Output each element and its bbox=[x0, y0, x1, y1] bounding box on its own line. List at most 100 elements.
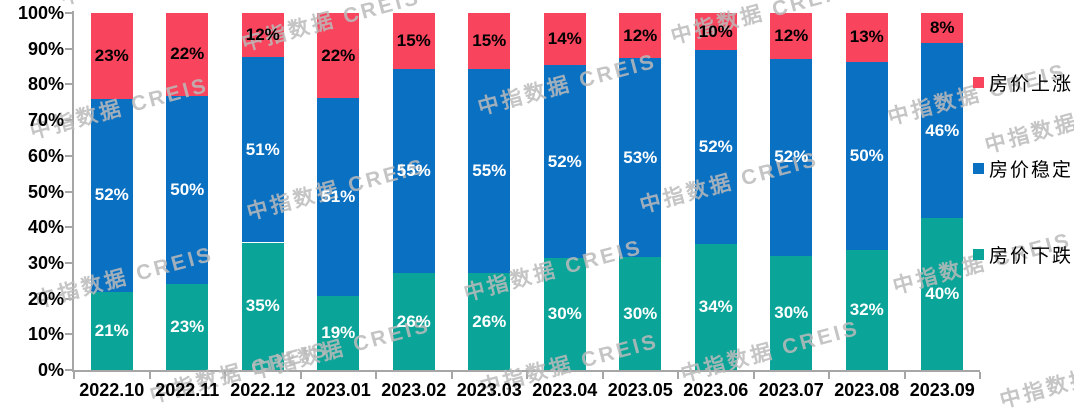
bar-segment bbox=[166, 283, 209, 370]
y-axis-label: 10% bbox=[27, 324, 64, 345]
x-axis-tick bbox=[903, 372, 906, 379]
bar-value-label: 15% bbox=[472, 30, 507, 50]
bar-segment bbox=[770, 256, 813, 370]
bar-value-label: 30% bbox=[774, 303, 809, 323]
x-axis-tick bbox=[375, 372, 377, 379]
bar-segment bbox=[845, 13, 888, 62]
bar-value-label: 21% bbox=[94, 320, 129, 340]
bar-value-label: 22% bbox=[321, 45, 356, 65]
bar-value-label: 26% bbox=[472, 311, 507, 331]
bar-segment bbox=[166, 95, 209, 284]
bar-value-label: 52% bbox=[698, 136, 733, 156]
bar-value-label: 50% bbox=[849, 145, 884, 165]
bar-segment bbox=[619, 257, 662, 370]
y-axis-tick bbox=[65, 119, 72, 122]
y-axis-tick bbox=[65, 297, 72, 300]
bar-value-label: 51% bbox=[321, 187, 356, 207]
bar-value-label: 14% bbox=[547, 29, 582, 49]
y-axis-label: 50% bbox=[27, 181, 64, 202]
bar-segment bbox=[694, 50, 737, 244]
bar-segment bbox=[845, 61, 888, 250]
bar-value-label: 53% bbox=[623, 147, 658, 167]
x-axis-tick bbox=[148, 372, 151, 379]
bar-value-label: 40% bbox=[925, 284, 960, 304]
x-axis-tick bbox=[979, 372, 981, 379]
bar-value-label: 19% bbox=[321, 323, 356, 343]
x-axis-tick bbox=[73, 372, 75, 379]
legend-swatch-price-up-icon bbox=[973, 77, 984, 88]
bar-value-label: 50% bbox=[170, 179, 205, 199]
bar-segment bbox=[543, 13, 586, 66]
bar-value-label: 52% bbox=[547, 151, 582, 171]
bar-value-label: 12% bbox=[245, 24, 280, 44]
x-axis-label: 2023.07 bbox=[758, 380, 824, 400]
x-axis-label: 2023.06 bbox=[683, 380, 749, 400]
y-axis-tick bbox=[65, 190, 72, 193]
y-axis-label: 60% bbox=[27, 145, 64, 166]
x-axis-line bbox=[72, 370, 980, 372]
bar-segment bbox=[921, 218, 964, 370]
y-axis-tick bbox=[65, 83, 72, 86]
x-axis-tick bbox=[299, 372, 302, 379]
x-axis-tick bbox=[224, 372, 226, 379]
legend-item-price-stable: 房价稳定 bbox=[973, 158, 1074, 181]
bar-value-label: 13% bbox=[849, 27, 884, 47]
y-axis-label: 80% bbox=[27, 74, 64, 95]
x-axis-label: 2022.12 bbox=[230, 380, 296, 400]
bar-value-label: 30% bbox=[547, 304, 582, 324]
bar-segment bbox=[770, 58, 813, 257]
bar-value-label: 35% bbox=[245, 296, 280, 316]
y-axis-label: 40% bbox=[27, 217, 64, 238]
y-axis-label: 30% bbox=[27, 252, 64, 273]
bar-segment bbox=[921, 13, 964, 44]
legend-item-price-down: 房价下跌 bbox=[973, 244, 1073, 267]
y-axis-label: 70% bbox=[27, 110, 64, 131]
bar-value-label: 15% bbox=[396, 30, 431, 50]
y-axis-tick bbox=[65, 47, 72, 50]
y-axis-label: 100% bbox=[17, 3, 64, 23]
y-axis-tick bbox=[65, 261, 72, 264]
y-axis-tick bbox=[65, 226, 72, 229]
bar-segment bbox=[317, 98, 360, 297]
bar-segment bbox=[468, 273, 511, 370]
legend-label-price-stable: 房价稳定 bbox=[989, 160, 1074, 181]
bar-value-label: 22% bbox=[170, 44, 205, 64]
bar-segment bbox=[392, 273, 435, 370]
bar-segment bbox=[921, 43, 964, 219]
bar-value-label: 30% bbox=[623, 303, 658, 323]
bar-value-label: 26% bbox=[396, 311, 431, 331]
bar-segment bbox=[166, 13, 209, 96]
bar-value-label: 12% bbox=[623, 25, 658, 45]
bar-segment bbox=[619, 13, 662, 59]
bar-segment bbox=[90, 98, 133, 292]
bar-segment bbox=[241, 242, 284, 370]
x-axis-tick bbox=[601, 372, 604, 379]
x-axis-label: 2023.05 bbox=[607, 380, 673, 400]
y-axis-label: 20% bbox=[27, 288, 64, 309]
x-axis-label: 2023.01 bbox=[305, 380, 371, 400]
y-axis-tick bbox=[65, 333, 72, 336]
y-axis-line bbox=[72, 11, 74, 372]
y-axis-label: 90% bbox=[27, 38, 64, 59]
x-axis-label: 2023.08 bbox=[834, 380, 900, 400]
legend-swatch-price-stable-icon bbox=[973, 163, 984, 174]
bar-segment bbox=[90, 13, 133, 99]
bar-value-label: 23% bbox=[170, 316, 205, 336]
bar-value-label: 51% bbox=[245, 139, 280, 159]
bar-segment bbox=[90, 291, 133, 370]
x-axis-label: 2022.11 bbox=[155, 380, 220, 400]
bar-segment bbox=[845, 249, 888, 370]
bar-value-label: 34% bbox=[698, 296, 733, 316]
y-axis-label: 0% bbox=[37, 360, 64, 380]
x-axis-tick bbox=[752, 372, 755, 379]
bar-segment bbox=[543, 65, 586, 259]
bar-segment bbox=[241, 13, 284, 57]
bar-value-label: 8% bbox=[929, 18, 955, 38]
bar-value-label: 32% bbox=[849, 299, 884, 319]
bar-segment bbox=[619, 58, 662, 258]
bar-segment bbox=[468, 13, 511, 69]
x-axis-label: 2023.03 bbox=[456, 380, 522, 400]
x-axis-label: 2022.10 bbox=[79, 380, 145, 400]
bar-value-label: 52% bbox=[94, 185, 129, 205]
